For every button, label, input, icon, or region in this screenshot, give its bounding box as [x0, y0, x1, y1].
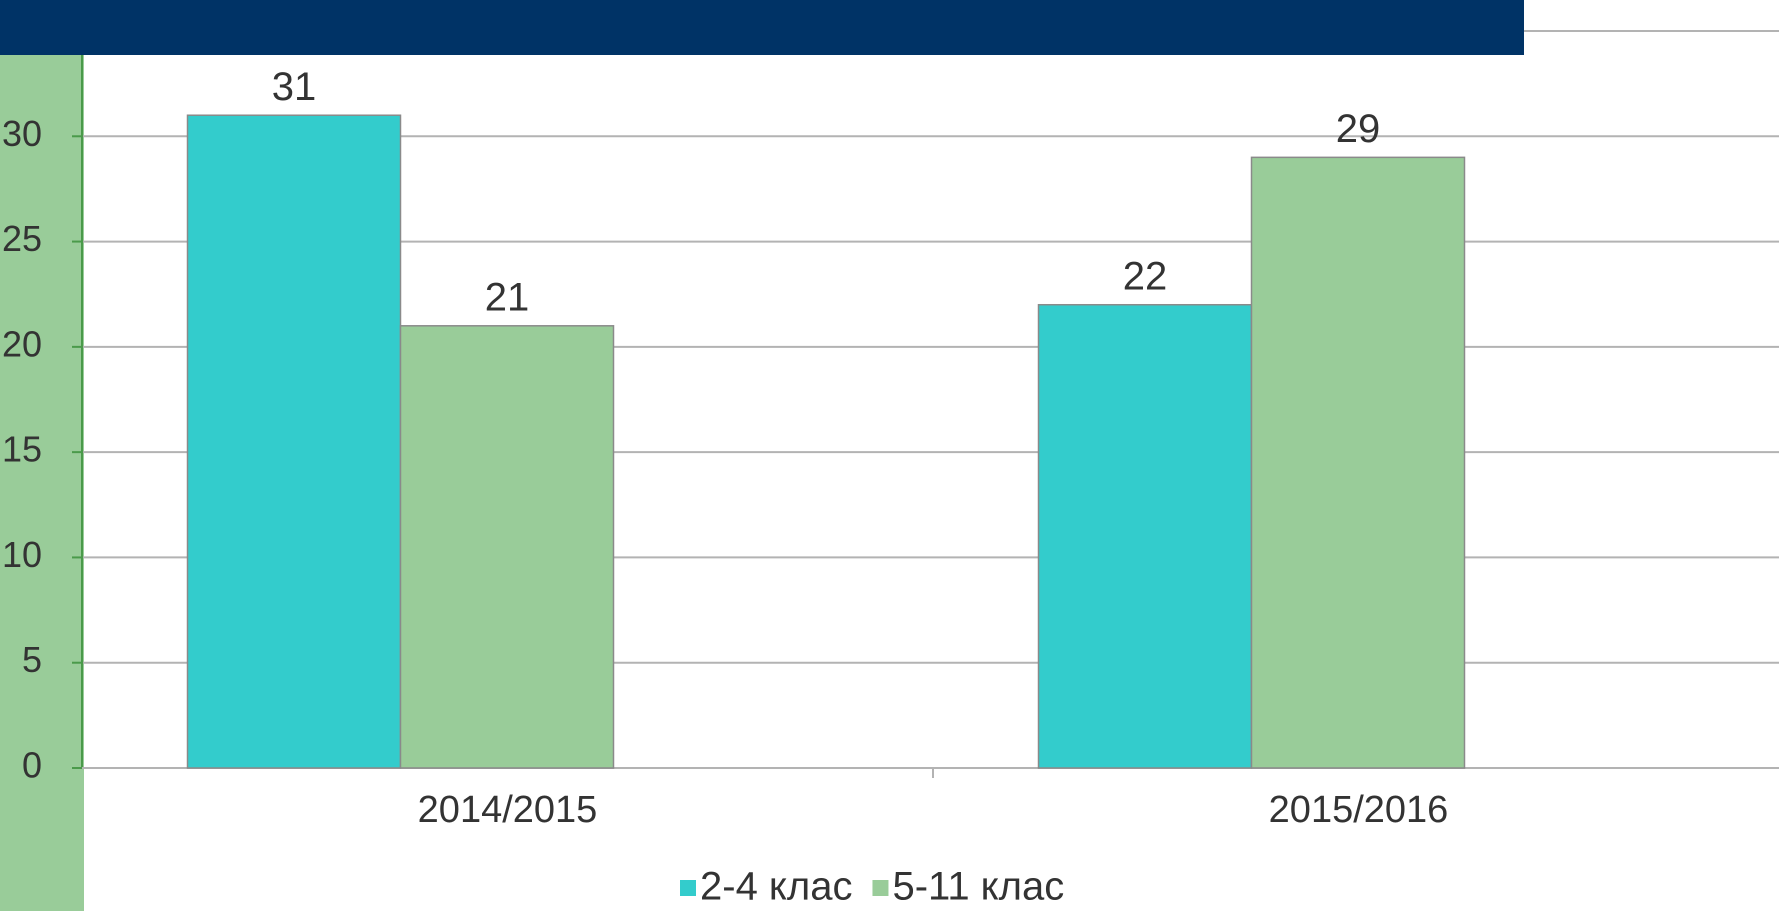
bar	[1250, 156, 1466, 769]
data-label: 21	[485, 275, 530, 319]
x-tick-label: 2014/2015	[418, 789, 598, 831]
y-tick-label: 0	[22, 745, 42, 786]
left-band	[0, 45, 84, 911]
y-tick-label: 10	[2, 534, 42, 575]
data-label: 29	[1336, 107, 1381, 151]
y-tick-label: 20	[2, 323, 42, 364]
data-label: 22	[1123, 254, 1168, 298]
data-label: 31	[272, 65, 317, 109]
legend-label: 5-11 клас	[892, 865, 1064, 909]
bar	[399, 325, 615, 769]
legend-label: 2-4 клас	[700, 865, 852, 909]
x-tick-label: 2015/2016	[1269, 789, 1449, 831]
bar	[186, 114, 402, 769]
y-tick-label: 30	[2, 113, 42, 154]
header-bar	[0, 0, 1524, 55]
y-tick-label: 15	[2, 429, 42, 470]
bar	[1037, 303, 1253, 769]
legend-swatch	[872, 880, 889, 896]
legend-swatch	[680, 880, 696, 896]
y-tick-label: 5	[22, 639, 42, 680]
y-tick-label: 25	[2, 218, 42, 259]
